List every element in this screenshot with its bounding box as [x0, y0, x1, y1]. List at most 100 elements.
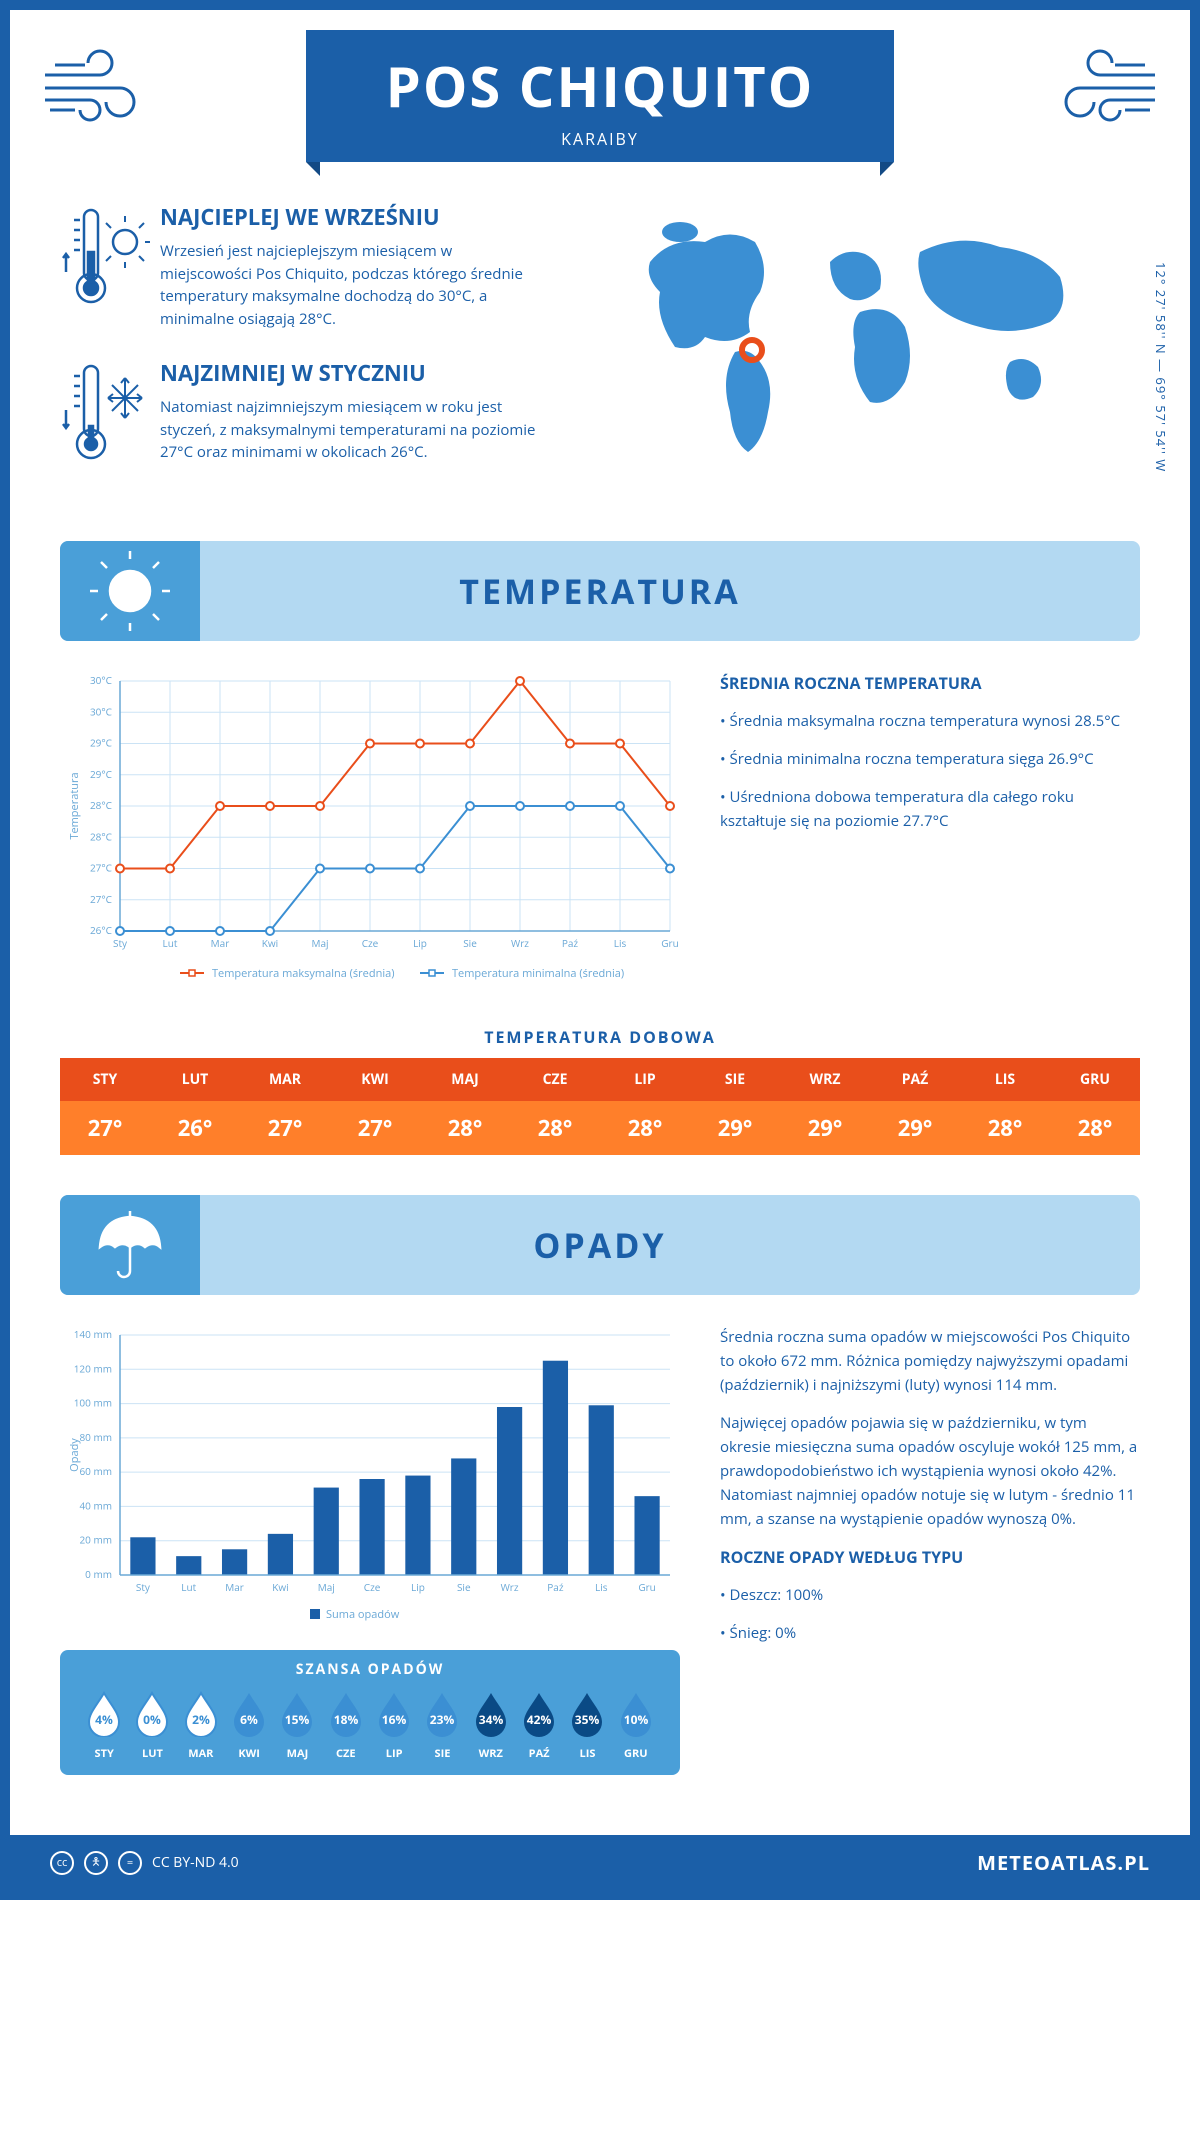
table-cell: 27°: [60, 1101, 150, 1155]
table-header-cell: GRU: [1050, 1058, 1140, 1101]
rain-chance-title: SZANSA OPADÓW: [80, 1660, 660, 1679]
svg-text:27°C: 27°C: [90, 861, 112, 875]
svg-text:Gru: Gru: [638, 1580, 656, 1594]
title-banner: POS CHIQUITO KARAIBY: [306, 30, 895, 162]
location-title: POS CHIQUITO: [386, 48, 815, 124]
table-cell: 29°: [870, 1101, 960, 1155]
svg-text:Suma opadów: Suma opadów: [326, 1607, 400, 1622]
footer: cc 🯅 = CC BY-ND 4.0 METEOATLAS.PL: [10, 1835, 1190, 1890]
rain-chance-drop: 42%PAŹ: [515, 1689, 563, 1761]
svg-text:6%: 6%: [240, 1711, 258, 1728]
svg-text:28°C: 28°C: [90, 798, 112, 812]
svg-text:Temperatura maksymalna (średni: Temperatura maksymalna (średnia): [212, 966, 394, 981]
svg-text:140 mm: 140 mm: [74, 1327, 112, 1341]
table-header-cell: MAJ: [420, 1058, 510, 1101]
temperature-section-header: TEMPERATURA: [60, 541, 1140, 641]
table-cell: 28°: [1050, 1101, 1140, 1155]
table-cell: 28°: [960, 1101, 1050, 1155]
rain-chance-drop: 34%WRZ: [467, 1689, 515, 1761]
svg-text:Maj: Maj: [311, 936, 328, 950]
svg-text:15%: 15%: [285, 1711, 310, 1728]
svg-text:23%: 23%: [430, 1711, 455, 1728]
table-cell: 29°: [780, 1101, 870, 1155]
svg-text:80 mm: 80 mm: [79, 1430, 112, 1444]
svg-text:Opady: Opady: [67, 1438, 82, 1472]
svg-text:30°C: 30°C: [90, 704, 112, 718]
svg-text:27°C: 27°C: [90, 892, 112, 906]
svg-text:60 mm: 60 mm: [79, 1464, 112, 1478]
svg-text:Temperatura: Temperatura: [67, 772, 82, 839]
rain-chance-panel: SZANSA OPADÓW 4%STY0%LUT2%MAR6%KWI15%MAJ…: [60, 1650, 680, 1775]
svg-text:35%: 35%: [575, 1711, 600, 1728]
temp-bullet: • Uśredniona dobowa temperatura dla całe…: [720, 785, 1140, 833]
svg-text:29°C: 29°C: [90, 736, 112, 750]
svg-text:Lip: Lip: [413, 936, 427, 950]
rain-chance-drop: 2%MAR: [177, 1689, 225, 1761]
daily-temp-table: STYLUTMARKWIMAJCZELIPSIEWRZPAŹLISGRU 27°…: [60, 1058, 1140, 1155]
svg-text:Mar: Mar: [211, 936, 230, 950]
svg-text:34%: 34%: [479, 1711, 504, 1728]
svg-text:Cze: Cze: [362, 936, 379, 950]
coordinates: 12° 27' 58'' N — 69° 57' 54'' W: [1152, 262, 1170, 472]
table-header-cell: MAR: [240, 1058, 330, 1101]
thermometer-hot-icon: [60, 202, 140, 330]
rain-type-title: ROCZNE OPADY WEDŁUG TYPU: [720, 1545, 1140, 1571]
svg-text:Lut: Lut: [163, 936, 178, 950]
svg-text:16%: 16%: [382, 1711, 407, 1728]
rain-chance-drop: 18%CZE: [322, 1689, 370, 1761]
thermometer-cold-icon: [60, 358, 140, 473]
temperature-summary: ŚREDNIA ROCZNA TEMPERATURA • Średnia mak…: [720, 671, 1140, 996]
svg-text:Sie: Sie: [463, 936, 477, 950]
svg-text:Cze: Cze: [364, 1580, 381, 1594]
wind-icon: [1040, 40, 1160, 135]
svg-text:26°C: 26°C: [90, 923, 112, 937]
by-icon: 🯅: [84, 1851, 108, 1875]
daily-temp-title: TEMPERATURA DOBOWA: [60, 1026, 1140, 1048]
license-text: CC BY-ND 4.0: [152, 1853, 239, 1872]
svg-text:Mar: Mar: [225, 1580, 244, 1594]
cold-text: Natomiast najzimniejszym miesiącem w rok…: [160, 396, 540, 464]
table-cell: 29°: [690, 1101, 780, 1155]
svg-text:Lis: Lis: [595, 1580, 608, 1594]
svg-text:10%: 10%: [623, 1711, 648, 1728]
svg-text:30°C: 30°C: [90, 673, 112, 687]
svg-text:Temperatura minimalna (średnia: Temperatura minimalna (średnia): [452, 966, 624, 981]
warm-text: Wrzesień jest najcieplejszym miesiącem w…: [160, 240, 540, 330]
svg-text:29°C: 29°C: [90, 767, 112, 781]
cold-title: NAJZIMNIEJ W STYCZNIU: [160, 358, 540, 388]
rain-type-item: • Śnieg: 0%: [720, 1621, 1140, 1645]
svg-text:20 mm: 20 mm: [79, 1533, 112, 1547]
svg-text:Wrz: Wrz: [511, 936, 529, 950]
wind-icon: [40, 40, 160, 135]
overview-row: NAJCIEPLEJ WE WRZEŚNIU Wrzesień jest naj…: [60, 202, 1140, 501]
temp-summary-title: ŚREDNIA ROCZNA TEMPERATURA: [720, 671, 1140, 697]
rain-chance-drop: 16%LIP: [370, 1689, 418, 1761]
svg-text:Kwi: Kwi: [262, 936, 278, 950]
rain-chance-drop: 35%LIS: [563, 1689, 611, 1761]
rain-chance-drop: 15%MAJ: [273, 1689, 321, 1761]
svg-text:Gru: Gru: [661, 936, 679, 950]
svg-text:Wrz: Wrz: [501, 1580, 519, 1594]
region-subtitle: KARAIBY: [386, 128, 815, 150]
svg-text:28°C: 28°C: [90, 829, 112, 843]
rain-title: OPADY: [533, 1222, 666, 1268]
svg-text:Kwi: Kwi: [272, 1580, 288, 1594]
svg-text:100 mm: 100 mm: [74, 1396, 112, 1410]
rain-chance-drop: 4%STY: [80, 1689, 128, 1761]
svg-text:0 mm: 0 mm: [85, 1567, 112, 1581]
svg-text:Maj: Maj: [318, 1580, 335, 1594]
temp-bullet: • Średnia maksymalna roczna temperatura …: [720, 709, 1140, 733]
rain-chance-drop: 23%SIE: [418, 1689, 466, 1761]
rain-chance-drop: 0%LUT: [128, 1689, 176, 1761]
header: POS CHIQUITO KARAIBY: [10, 10, 1190, 172]
svg-text:40 mm: 40 mm: [79, 1498, 112, 1512]
table-header-cell: LUT: [150, 1058, 240, 1101]
table-cell: 28°: [510, 1101, 600, 1155]
svg-text:4%: 4%: [95, 1711, 113, 1728]
table-header-cell: LIS: [960, 1058, 1050, 1101]
svg-text:Sty: Sty: [113, 936, 128, 950]
rain-paragraph: Średnia roczna suma opadów w miejscowośc…: [720, 1325, 1140, 1397]
svg-text:2%: 2%: [192, 1711, 210, 1728]
svg-text:42%: 42%: [527, 1711, 552, 1728]
cc-icon: cc: [50, 1851, 74, 1875]
